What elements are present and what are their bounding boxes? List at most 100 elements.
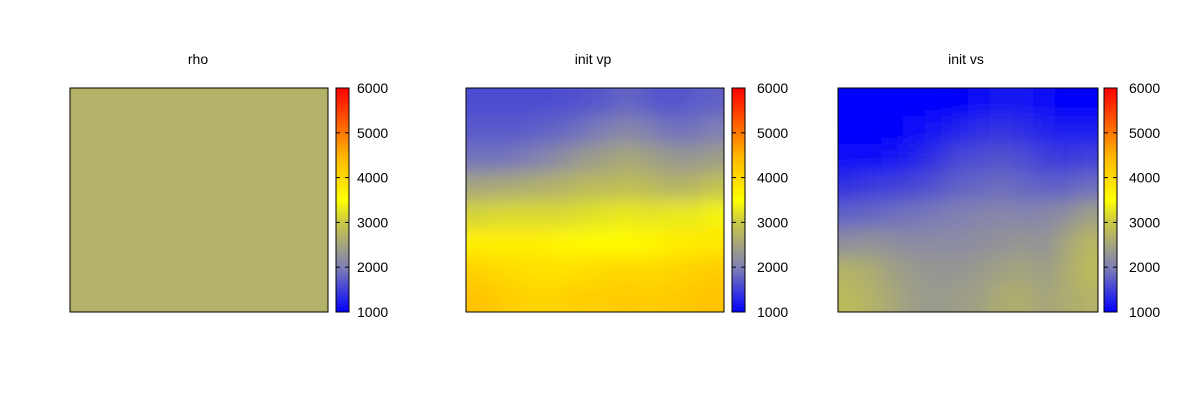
colorbar-tick-label: 1000	[757, 304, 788, 320]
heatmap-cell	[70, 256, 93, 285]
heatmap-cell	[1011, 172, 1034, 201]
plot-border	[69, 87, 329, 313]
heatmap-cell	[113, 88, 136, 117]
heatmap-cell	[1054, 284, 1078, 312]
heatmap-cell	[263, 172, 286, 201]
heatmap-cell	[659, 88, 682, 117]
heatmap-cell	[285, 88, 308, 117]
heatmap-cell	[616, 200, 639, 229]
heatmap-cell	[177, 144, 200, 173]
heatmap-cell	[659, 228, 682, 257]
heatmap-cell	[1076, 284, 1098, 312]
heatmap-cell	[968, 172, 991, 201]
heatmap-cell	[177, 200, 200, 229]
heatmap-cell	[70, 228, 93, 257]
heatmap-cell	[946, 256, 969, 285]
heatmap-cell	[530, 256, 553, 285]
heatmap-cell	[616, 172, 639, 201]
colorbar-tick-label: 6000	[757, 80, 788, 96]
heatmap-cell	[285, 116, 308, 145]
heatmap-cell	[1033, 256, 1056, 285]
heatmap-cell	[70, 144, 93, 173]
heatmap-cells	[838, 88, 1098, 312]
heatmap-cell	[70, 284, 93, 312]
heatmap-cell	[1054, 116, 1078, 145]
heatmap-cell	[659, 144, 682, 173]
heatmap-cell	[552, 284, 575, 312]
heatmap-cell	[199, 228, 222, 257]
heatmap-cell	[199, 284, 222, 312]
heatmap-cell	[968, 256, 991, 285]
heatmap-cell	[156, 228, 179, 257]
heatmap-cell	[659, 256, 682, 285]
heatmap-cell	[702, 172, 724, 201]
heatmap-cell	[638, 284, 661, 312]
heatmap-cell	[113, 144, 136, 173]
heatmap-cell	[681, 256, 704, 285]
heatmap-cell	[946, 284, 969, 312]
heatmap-cell	[881, 284, 904, 312]
heatmap-cell	[134, 200, 157, 229]
heatmap-cell	[466, 88, 489, 117]
heatmap-cell	[220, 172, 243, 201]
heatmap-cell	[989, 256, 1013, 285]
heatmap-cell	[989, 200, 1013, 229]
heatmap-cell	[1054, 88, 1078, 117]
heatmap-cell	[1011, 116, 1034, 145]
heatmap-cell	[466, 144, 489, 173]
heatmap-cell	[552, 144, 575, 173]
plot-border	[465, 87, 725, 313]
heatmap-cell	[838, 200, 861, 229]
heatmap-cell	[903, 144, 926, 173]
heatmap-cell	[242, 88, 265, 117]
colorbar	[1103, 87, 1118, 313]
heatmap-cell	[530, 228, 553, 257]
heatmap-cell	[924, 256, 948, 285]
heatmap-cell	[924, 284, 948, 312]
heatmap-cells-smoothed	[838, 88, 1098, 312]
heatmap-cell	[1076, 88, 1098, 117]
heatmap-cell	[859, 116, 883, 145]
heatmap-cells	[466, 88, 724, 312]
heatmap-cell	[552, 228, 575, 257]
heatmap-cell	[638, 228, 661, 257]
heatmap-panel: init vp 6000 5000 4000 3000 2000 1000	[465, 51, 788, 320]
heatmap-cell	[702, 116, 724, 145]
heatmap-cell	[91, 256, 114, 285]
heatmap-cell	[1076, 144, 1098, 173]
heatmap-cell	[306, 144, 328, 173]
heatmap-cell	[638, 200, 661, 229]
chart-title: init vs	[948, 51, 984, 67]
heatmap-cell	[177, 256, 200, 285]
heatmap-cell	[487, 200, 510, 229]
heatmap-cell	[1033, 228, 1056, 257]
heatmap-cell	[1054, 144, 1078, 173]
heatmap-cell	[616, 116, 639, 145]
heatmap-cell	[552, 256, 575, 285]
heatmap-cell	[285, 172, 308, 201]
heatmap-cell	[903, 116, 926, 145]
heatmap-cell	[242, 284, 265, 312]
heatmap-cell	[859, 284, 883, 312]
heatmap-cell	[1054, 256, 1078, 285]
heatmap-cell	[881, 256, 904, 285]
heatmap-cell	[924, 172, 948, 201]
heatmap-cell	[1076, 172, 1098, 201]
heatmap-cell	[242, 116, 265, 145]
heatmap-cell	[199, 200, 222, 229]
heatmap-cell	[91, 144, 114, 173]
heatmap-cell	[659, 172, 682, 201]
heatmap-cell	[702, 284, 724, 312]
heatmap-cell	[552, 172, 575, 201]
heatmap-cell	[595, 144, 618, 173]
heatmap-cell	[595, 88, 618, 117]
heatmap-cell	[1011, 284, 1034, 312]
heatmap-cell	[530, 88, 553, 117]
heatmap-cell	[838, 228, 861, 257]
heatmap-cell	[156, 200, 179, 229]
heatmap-cell	[487, 144, 510, 173]
heatmap-cells-smoothed	[70, 88, 328, 312]
colorbar-tick-label: 1000	[357, 304, 388, 320]
colorbar-tick-label: 5000	[357, 125, 388, 141]
